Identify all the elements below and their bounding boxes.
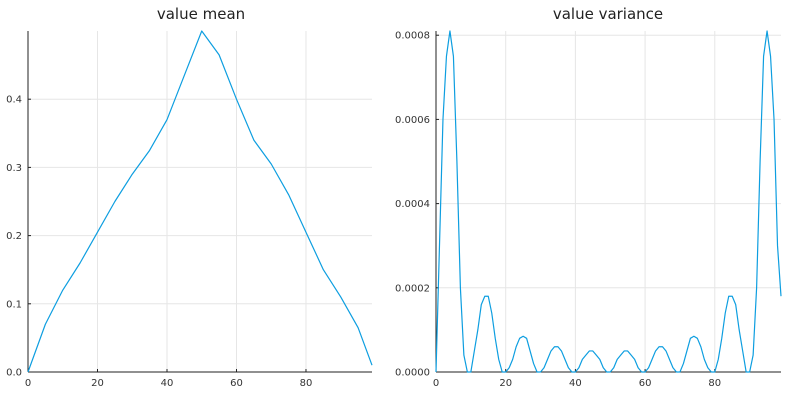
value-variance-x-tick-label: 20 [499, 378, 512, 389]
value-variance-y-tick-label: 0.0002 [395, 283, 430, 294]
value-mean-y-tick-label: 0.4 [6, 95, 22, 106]
value-mean-x-tick-label: 0 [25, 378, 31, 389]
value-mean-y-tick-label: 0.0 [6, 368, 22, 379]
value-mean-x-tick-label: 80 [300, 378, 313, 389]
value-variance-y-tick-label: 0.0004 [395, 199, 430, 210]
value-mean-title: value mean [157, 5, 245, 23]
value-variance-series-line [435, 30, 782, 373]
value-mean-x-tick-label: 20 [91, 378, 104, 389]
value-variance-y-tick-label: 0.0006 [395, 115, 430, 126]
value-mean-x-tick-label: 40 [161, 378, 174, 389]
value-variance-y-tick-label: 0.0008 [395, 31, 430, 42]
value-mean-y-tick-label: 0.3 [6, 163, 22, 174]
value-variance-title: value variance [553, 5, 663, 23]
value-variance-x-tick-label: 60 [639, 378, 652, 389]
value-variance-x-tick-label: 0 [433, 378, 439, 389]
value-mean-series-line [27, 30, 373, 373]
value-mean-x-tick-label: 60 [230, 378, 243, 389]
value-mean-y-tick-label: 0.1 [6, 299, 22, 310]
value-variance-x-tick-label: 40 [569, 378, 582, 389]
value-variance-panel: value variance 0 20 40 60 80 0.0000 0.0002 0.00… [395, 5, 782, 389]
value-mean-panel: value mean 0 20 40 60 80 0.0 0.1 0.2 0.3 0.4 [6, 5, 373, 389]
value-mean-y-tick-label: 0.2 [6, 231, 22, 242]
value-variance-x-tick-label: 80 [708, 378, 721, 389]
value-variance-y-tick-label: 0.0000 [395, 368, 430, 379]
